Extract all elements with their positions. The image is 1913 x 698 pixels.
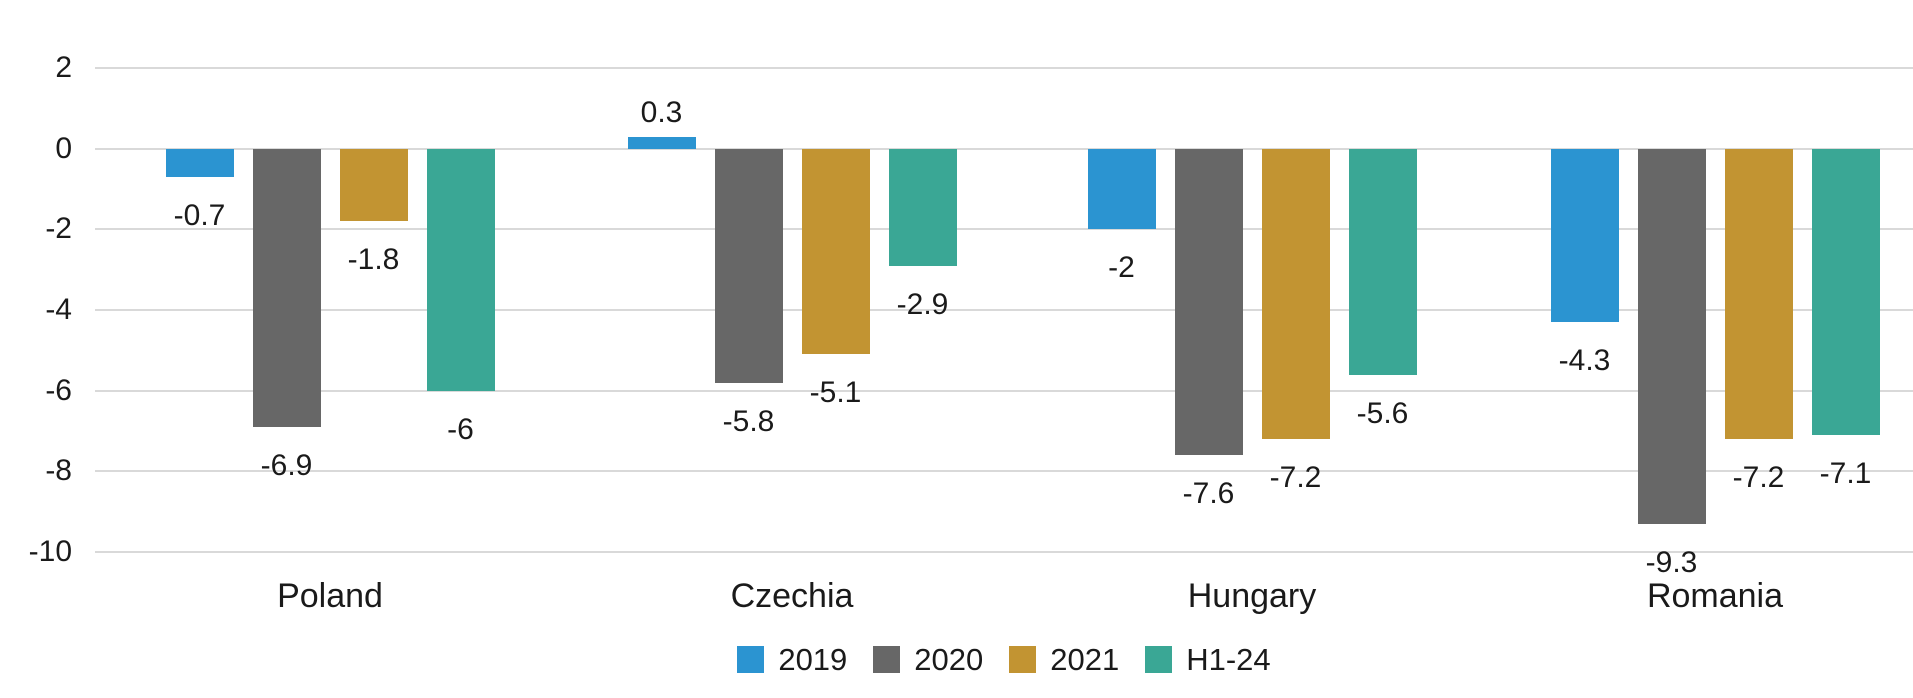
value-label: -7.2 — [1732, 461, 1785, 495]
gridline--6 — [95, 389, 1913, 392]
y-axis-tick-label: -2 — [45, 212, 72, 246]
value-label: -2 — [1108, 251, 1135, 285]
legend: 2019 2020 2021 H1-24 — [95, 644, 1913, 675]
legend-label: 2020 — [914, 642, 984, 677]
bar-poland-2021 — [339, 148, 408, 222]
legend-item-2020: 2020 — [873, 644, 983, 675]
value-label: -5.6 — [1356, 396, 1409, 430]
legend-swatch-2021 — [1009, 646, 1037, 673]
y-axis-tick-label: 2 — [55, 51, 72, 85]
bar-poland-2019 — [165, 148, 234, 177]
bar-romania-h1-24 — [1811, 148, 1880, 436]
legend-item-h1-24: H1-24 — [1145, 642, 1271, 677]
legend-label: 2021 — [1050, 642, 1120, 677]
gridline--10 — [95, 551, 1913, 553]
legend-swatch-h1-24 — [1145, 646, 1173, 673]
y-axis-tick-label: 0 — [55, 131, 72, 165]
y-axis-tick-label: -10 — [28, 535, 72, 568]
y-axis-tick-label: -4 — [45, 293, 72, 327]
bar-romania-2020 — [1637, 148, 1706, 524]
gridline--2 — [95, 228, 1913, 231]
bar-czechia-h1-24 — [888, 148, 957, 266]
value-label: -7.2 — [1269, 461, 1322, 495]
value-label: -0.7 — [173, 198, 226, 232]
bar-romania-2019 — [1550, 148, 1619, 323]
gridline--8 — [95, 470, 1913, 473]
bar-romania-2021 — [1724, 148, 1793, 440]
legend-swatch-2020 — [873, 646, 901, 673]
bar-hungary-2021 — [1261, 148, 1330, 440]
value-label: -1.8 — [347, 243, 400, 277]
bar-czechia-2020 — [714, 148, 783, 383]
value-label: 0.3 — [640, 95, 683, 129]
value-label: -4.3 — [1558, 344, 1611, 378]
bar-hungary-2020 — [1174, 148, 1243, 456]
value-label: -6 — [447, 412, 474, 446]
legend-swatch-2019 — [737, 646, 765, 673]
legend-item-2019: 2019 — [737, 644, 847, 675]
category-label-romania: Romania — [1646, 577, 1784, 615]
category-label-czechia: Czechia — [730, 577, 854, 615]
value-label: -5.8 — [722, 404, 775, 438]
legend-label: H1-24 — [1186, 642, 1271, 677]
bar-hungary-h1-24 — [1348, 148, 1417, 375]
category-label-poland: Poland — [277, 577, 383, 615]
value-label: -7.6 — [1182, 477, 1235, 511]
y-axis-tick-label: -8 — [45, 454, 72, 488]
bar-hungary-2019 — [1087, 148, 1156, 230]
bar-poland-2020 — [252, 148, 321, 427]
legend-label: 2019 — [778, 642, 848, 677]
legend-item-2021: 2021 — [1009, 644, 1119, 675]
value-label: -9.3 — [1645, 545, 1698, 579]
gridline-0 — [95, 147, 1913, 150]
value-label: -7.1 — [1819, 457, 1872, 491]
category-label-hungary: Hungary — [1187, 577, 1317, 615]
gridline--4 — [95, 309, 1913, 312]
gridline-2 — [95, 67, 1913, 70]
bar-czechia-2021 — [801, 148, 870, 355]
value-label: -5.1 — [809, 376, 862, 410]
value-label: -6.9 — [260, 448, 313, 482]
y-axis-tick-label: -6 — [45, 373, 72, 407]
bar-czechia-2019 — [627, 136, 696, 149]
value-label: -2.9 — [896, 287, 949, 321]
bar-poland-h1-24 — [426, 148, 495, 391]
